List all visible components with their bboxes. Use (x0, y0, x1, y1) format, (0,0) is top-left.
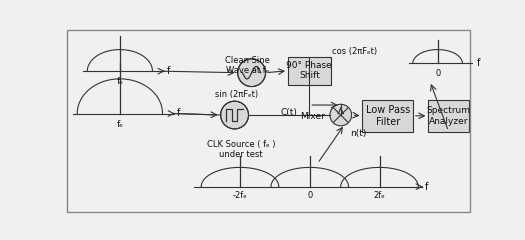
Text: -2fₑ: -2fₑ (233, 191, 247, 200)
Text: Mixer: Mixer (300, 112, 326, 121)
Text: 90° Phase
Shift: 90° Phase Shift (287, 61, 332, 80)
Text: fₑ: fₑ (117, 120, 123, 129)
Circle shape (330, 104, 352, 126)
Text: f: f (176, 108, 180, 119)
Text: f: f (166, 66, 170, 76)
Text: cos (2πFₑt): cos (2πFₑt) (332, 47, 377, 56)
Text: Clean Sine
Wave at fₑ: Clean Sine Wave at fₑ (225, 56, 270, 75)
Text: sin (2πFₑt): sin (2πFₑt) (215, 90, 258, 99)
Text: n(t): n(t) (350, 129, 367, 138)
Text: f: f (476, 59, 480, 68)
Text: C(t): C(t) (281, 108, 298, 117)
Text: CLK Source ( fₑ )
under test: CLK Source ( fₑ ) under test (206, 140, 275, 159)
Text: 0: 0 (307, 191, 312, 200)
Circle shape (238, 59, 266, 87)
Text: f: f (424, 182, 428, 192)
FancyBboxPatch shape (428, 100, 469, 132)
FancyBboxPatch shape (362, 100, 413, 132)
Text: 0: 0 (435, 69, 440, 78)
Circle shape (220, 101, 248, 129)
Text: fₑ: fₑ (117, 77, 123, 86)
Text: 2fₑ: 2fₑ (374, 191, 385, 200)
Text: Low Pass
Filter: Low Pass Filter (365, 105, 410, 127)
FancyBboxPatch shape (288, 57, 331, 85)
Text: Spectrum
Analyzer: Spectrum Analyzer (426, 106, 470, 126)
